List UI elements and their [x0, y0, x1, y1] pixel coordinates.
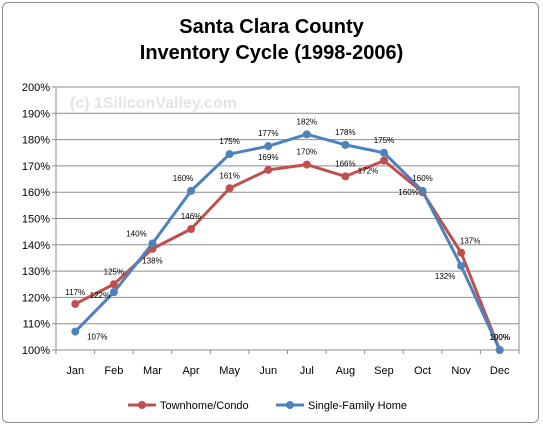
- data-label: 100%: [489, 333, 509, 342]
- series-layer: [71, 130, 504, 354]
- data-point: [264, 142, 273, 151]
- y-tick-label: 130%: [22, 266, 50, 278]
- data-point: [187, 225, 196, 234]
- data-label: 178%: [335, 128, 355, 137]
- x-tick-label: Jun: [259, 365, 277, 377]
- x-tick-label: May: [219, 365, 240, 377]
- legend-marker: [138, 401, 146, 409]
- data-label: 182%: [297, 117, 317, 126]
- gridlines: [56, 112, 519, 325]
- data-label: 146%: [181, 212, 201, 221]
- data-point: [495, 346, 504, 354]
- y-tick-label: 190%: [22, 108, 50, 120]
- data-label: 172%: [358, 167, 378, 176]
- data-label: 160%: [398, 188, 418, 197]
- watermark-text: (c) 1SiliconValley.com: [70, 95, 237, 112]
- series-line: [74, 132, 502, 351]
- data-label: 160%: [412, 174, 432, 183]
- data-label: 169%: [258, 153, 278, 162]
- data-label: 170%: [297, 148, 317, 157]
- data-point: [457, 248, 466, 257]
- data-label: 122%: [90, 291, 110, 300]
- y-tick-label: 120%: [22, 292, 50, 304]
- x-axis: Jan Feb Mar Apr May Jun Jul Aug Sep Oct Nov Dec: [55, 350, 520, 377]
- legend: Townhome/Condo Single-Family Home: [128, 400, 407, 412]
- data-label: 132%: [435, 272, 455, 281]
- legend-label: Single-Family Home: [308, 400, 407, 412]
- y-tick-label: 100%: [22, 345, 50, 357]
- chart-title-line-2: Inventory Cycle (1998-2006): [139, 42, 404, 64]
- data-label: 117%: [65, 288, 85, 297]
- chart-title: Santa Clara County Inventory Cycle (1998…: [0, 14, 543, 66]
- data-point: [379, 148, 388, 157]
- data-point: [225, 150, 234, 159]
- data-point: [302, 160, 311, 169]
- data-label: 161%: [219, 171, 239, 180]
- y-tick-label: 180%: [22, 135, 50, 147]
- data-point: [418, 186, 427, 195]
- legend-label: Townhome/Condo: [160, 400, 249, 412]
- y-tick-label: 160%: [22, 187, 50, 199]
- data-label: 175%: [219, 137, 239, 146]
- data-label: 177%: [258, 129, 278, 138]
- x-tick-label: Feb: [104, 365, 123, 377]
- chart-title-line-1: Santa Clara County: [179, 16, 364, 38]
- data-point: [457, 261, 466, 270]
- data-label: 137%: [460, 237, 480, 246]
- data-point: [148, 239, 157, 248]
- data-point: [341, 172, 350, 181]
- data-label: 175%: [374, 136, 394, 145]
- x-tick-label: Jul: [300, 365, 314, 377]
- x-tick-label: Jan: [66, 365, 84, 377]
- data-label: 125%: [104, 267, 124, 276]
- y-tick-label: 110%: [23, 319, 51, 331]
- data-label: 100%: [489, 333, 509, 342]
- data-point: [71, 299, 80, 308]
- data-point: [109, 288, 118, 297]
- legend-marker: [286, 401, 294, 409]
- data-point: [264, 165, 273, 174]
- data-label: 166%: [335, 159, 355, 168]
- y-tick-label: 200%: [22, 82, 50, 94]
- data-point: [225, 184, 234, 193]
- data-label: 138%: [142, 257, 162, 266]
- x-tick-label: Oct: [414, 365, 431, 377]
- x-tick-label: Mar: [143, 365, 162, 377]
- x-tick-label: Sep: [374, 365, 394, 377]
- data-point: [379, 156, 388, 165]
- y-axis: 100% 110% 120% 130% 140% 150% 160% 170% 180% 190%…: [22, 82, 56, 357]
- x-tick-label: Nov: [451, 365, 471, 377]
- x-tick-label: Dec: [490, 365, 510, 377]
- data-point: [71, 327, 80, 336]
- data-label: 140%: [126, 229, 146, 238]
- x-tick-label: Apr: [182, 365, 199, 377]
- x-tick-label: Aug: [336, 365, 356, 377]
- data-point: [302, 130, 311, 139]
- data-label: 107%: [87, 333, 107, 342]
- y-tick-label: 170%: [22, 161, 50, 173]
- data-point: [187, 186, 196, 195]
- data-point: [341, 140, 350, 149]
- y-tick-label: 140%: [22, 240, 50, 252]
- y-tick-label: 150%: [22, 214, 50, 226]
- data-labels: 117% 125% 138% 146% 161% 169% 170% 166%172% 160%…: [65, 117, 510, 342]
- data-point: [109, 280, 118, 289]
- data-label: 160%: [173, 174, 193, 183]
